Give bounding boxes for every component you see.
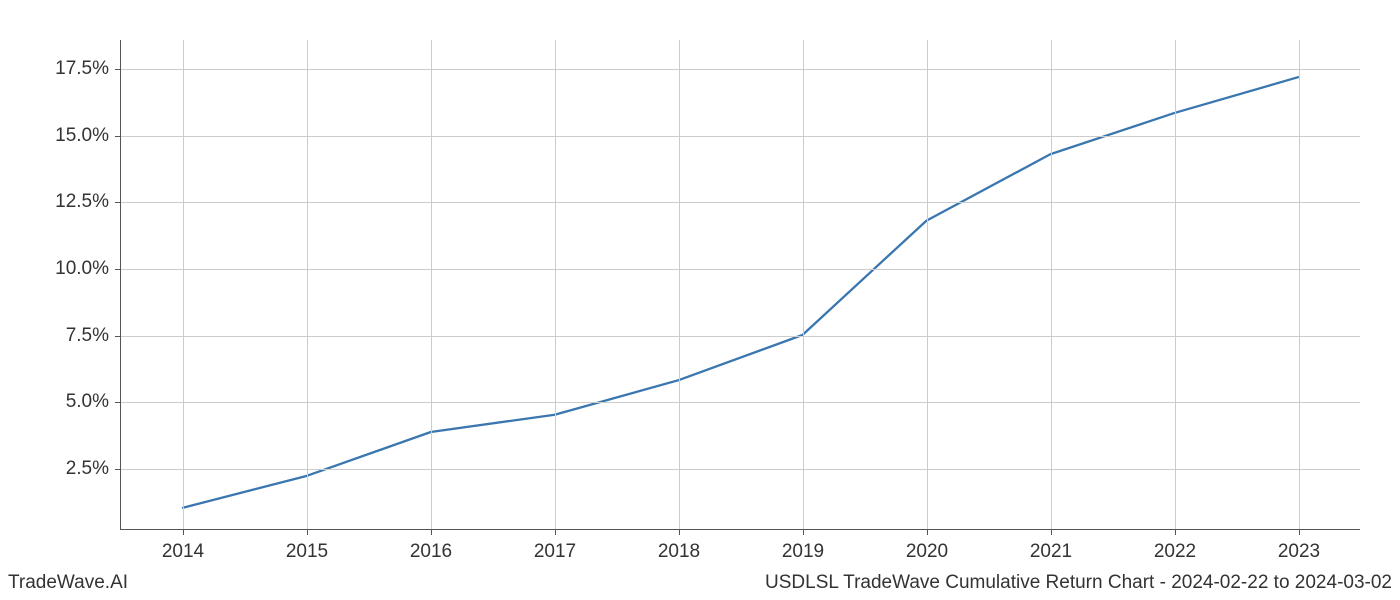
footer-left-label: TradeWave.AI	[8, 572, 128, 594]
xtick-label: 2023	[1278, 529, 1320, 563]
ytick-label: 5.0%	[66, 391, 121, 413]
xtick-label: 2016	[410, 529, 452, 563]
series-line	[183, 77, 1298, 508]
xtick-label: 2022	[1154, 529, 1196, 563]
xtick-label: 2015	[286, 529, 328, 563]
ytick-label: 7.5%	[66, 325, 121, 347]
gridline-vertical	[927, 40, 928, 529]
xtick-label: 2018	[658, 529, 700, 563]
gridline-vertical	[803, 40, 804, 529]
chart-container: 2.5%5.0%7.5%10.0%12.5%15.0%17.5%20142015…	[120, 40, 1360, 530]
gridline-vertical	[1175, 40, 1176, 529]
gridline-vertical	[555, 40, 556, 529]
ytick-label: 17.5%	[55, 58, 121, 80]
xtick-label: 2019	[782, 529, 824, 563]
gridline-vertical	[431, 40, 432, 529]
xtick-label: 2014	[162, 529, 204, 563]
gridline-vertical	[1051, 40, 1052, 529]
gridline-vertical	[1299, 40, 1300, 529]
ytick-label: 15.0%	[55, 125, 121, 147]
ytick-label: 2.5%	[66, 458, 121, 480]
gridline-vertical	[183, 40, 184, 529]
footer-right-label: USDLSL TradeWave Cumulative Return Chart…	[765, 572, 1392, 594]
ytick-label: 10.0%	[55, 258, 121, 280]
gridline-vertical	[307, 40, 308, 529]
xtick-label: 2020	[906, 529, 948, 563]
xtick-label: 2021	[1030, 529, 1072, 563]
ytick-label: 12.5%	[55, 191, 121, 213]
plot-area: 2.5%5.0%7.5%10.0%12.5%15.0%17.5%20142015…	[120, 40, 1360, 530]
xtick-label: 2017	[534, 529, 576, 563]
gridline-vertical	[679, 40, 680, 529]
